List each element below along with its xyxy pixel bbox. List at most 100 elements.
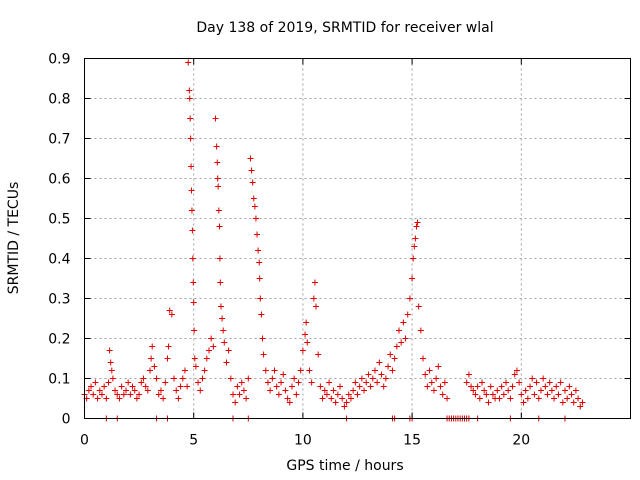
data-point xyxy=(498,383,505,390)
data-point xyxy=(483,391,490,398)
data-point xyxy=(382,375,389,382)
data-point xyxy=(288,383,295,390)
data-point xyxy=(410,255,417,262)
data-point xyxy=(212,115,219,122)
data-point xyxy=(230,391,237,398)
data-point xyxy=(476,395,483,402)
data-point xyxy=(247,155,254,162)
data-point xyxy=(522,387,529,394)
data-point xyxy=(518,391,525,398)
data-point xyxy=(98,391,105,398)
data-point xyxy=(513,367,520,374)
data-point xyxy=(127,391,134,398)
data-point xyxy=(280,371,287,378)
data-point xyxy=(188,187,195,194)
data-point xyxy=(354,391,361,398)
data-point xyxy=(308,379,315,386)
data-point xyxy=(243,395,250,402)
data-point xyxy=(151,363,158,370)
data-point xyxy=(168,311,175,318)
data-point xyxy=(147,367,154,374)
data-point xyxy=(430,387,437,394)
data-point xyxy=(122,387,129,394)
data-point xyxy=(463,379,470,386)
data-point xyxy=(187,135,194,142)
data-point xyxy=(544,391,551,398)
data-point xyxy=(275,391,282,398)
data-point xyxy=(273,383,280,390)
data-point xyxy=(214,175,221,182)
data-point xyxy=(216,223,223,230)
data-point xyxy=(577,403,584,410)
data-point xyxy=(439,391,446,398)
data-point xyxy=(546,379,553,386)
data-point xyxy=(245,375,252,382)
data-point xyxy=(496,395,503,402)
data-point xyxy=(225,347,232,354)
data-point xyxy=(221,339,228,346)
data-point xyxy=(140,375,147,382)
data-point xyxy=(251,203,258,210)
y-tick-label: 0.6 xyxy=(48,172,70,188)
data-point xyxy=(306,367,313,374)
data-point xyxy=(376,359,383,366)
data-point xyxy=(218,303,224,310)
data-point xyxy=(278,379,285,386)
data-point xyxy=(553,383,560,390)
data-point xyxy=(179,375,186,382)
data-point xyxy=(412,235,419,242)
data-point xyxy=(162,379,169,386)
data-point xyxy=(85,387,92,394)
data-point xyxy=(334,391,341,398)
data-point xyxy=(131,387,138,394)
data-point xyxy=(527,383,534,390)
data-point xyxy=(470,387,477,394)
data-point xyxy=(190,279,197,286)
data-point xyxy=(507,395,514,402)
x-tick-label: 15 xyxy=(403,433,421,449)
data-point xyxy=(313,303,320,310)
data-point xyxy=(468,383,475,390)
data-point xyxy=(165,343,172,350)
data-point xyxy=(240,387,247,394)
data-point xyxy=(402,335,409,342)
data-point xyxy=(465,371,472,378)
data-point xyxy=(310,295,317,302)
data-point xyxy=(426,367,433,374)
data-point xyxy=(213,143,220,150)
data-point xyxy=(118,383,125,390)
data-point xyxy=(350,387,357,394)
data-point xyxy=(258,311,265,318)
data-point xyxy=(437,383,444,390)
data-point xyxy=(248,167,255,174)
data-point xyxy=(341,403,348,410)
y-tick-label: 0.9 xyxy=(48,52,70,68)
x-tick-label: 10 xyxy=(294,433,312,449)
data-point xyxy=(177,383,184,390)
data-point xyxy=(189,227,196,234)
data-point xyxy=(256,259,263,266)
data-point xyxy=(203,355,210,362)
data-point xyxy=(315,351,322,358)
data-point xyxy=(92,379,99,386)
data-point xyxy=(568,391,575,398)
data-point xyxy=(505,387,512,394)
data-point xyxy=(88,383,95,390)
data-point xyxy=(551,395,558,402)
data-point xyxy=(191,327,198,334)
data-point xyxy=(107,359,114,366)
data-point xyxy=(481,387,488,394)
data-point xyxy=(105,379,112,386)
data-point xyxy=(537,387,544,394)
data-point xyxy=(387,351,394,358)
data-point xyxy=(149,343,156,350)
y-tick-label: 0.4 xyxy=(48,252,70,268)
data-point xyxy=(487,383,494,390)
data-point xyxy=(217,279,224,286)
data-point xyxy=(422,371,429,378)
data-point xyxy=(284,395,291,402)
data-point xyxy=(184,383,191,390)
data-point xyxy=(142,383,149,390)
data-points xyxy=(81,59,586,422)
